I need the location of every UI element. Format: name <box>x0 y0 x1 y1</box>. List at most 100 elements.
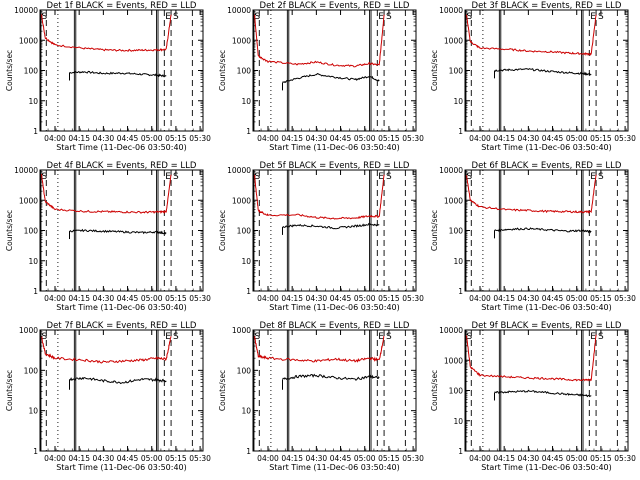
x-tick-label: 04:15 <box>493 454 515 463</box>
y-axis-title: Counts/sec <box>5 50 14 91</box>
x-tick-label: 04:45 <box>542 294 564 303</box>
region-label-start: S <box>466 12 472 22</box>
series-events-line <box>282 222 380 230</box>
x-tick-label: 05:30 <box>614 454 636 463</box>
x-tick-label: 04:00 <box>257 454 279 463</box>
x-tick-label: 04:45 <box>117 294 139 303</box>
panel-det-2: Det 2f BLACK = Events, RED = LLD 1 10 100 10… <box>218 1 424 152</box>
y-tick-label: 10000 <box>439 6 463 15</box>
x-tick-label: 05:30 <box>402 134 424 143</box>
x-tick-label: 04:45 <box>330 294 352 303</box>
y-axis-title: Counts/sec <box>430 370 439 411</box>
panel-det-5: Det 5f BLACK = Events, RED = LLD 1 10 100 10… <box>218 161 424 312</box>
region-label-end: E <box>165 172 171 182</box>
y-tick-label: 1 <box>458 127 463 136</box>
x-tick-label: 05:15 <box>165 134 187 143</box>
panel-det-7: Det 7f BLACK = Events, RED = LLD 1 10 100 10… <box>5 321 211 472</box>
x-axis-title: Start Time (11-Dec-06 03:50:40) <box>56 143 187 152</box>
region-label-start: S <box>386 172 392 182</box>
x-tick-label: 05:30 <box>614 294 636 303</box>
x-tick-label: 05:30 <box>402 294 424 303</box>
y-tick-label: 1000 <box>232 196 251 205</box>
x-tick-label: 05:00 <box>141 134 163 143</box>
x-tick-label: 04:00 <box>469 454 491 463</box>
x-tick-label: 05:30 <box>614 134 636 143</box>
region-label-start: S <box>173 332 179 342</box>
panel-det-6: Det 6f BLACK = Events, RED = LLD 1 10 100 10… <box>430 161 636 312</box>
panel-title: Det 3f BLACK = Events, RED = LLD <box>472 1 622 11</box>
y-tick-label: 1 <box>246 127 251 136</box>
y-axis-title: Counts/sec <box>5 370 14 411</box>
x-tick-label: 04:15 <box>281 294 303 303</box>
region-label-start: S <box>386 332 392 342</box>
x-tick-label: 05:00 <box>354 134 376 143</box>
x-tick-label: 05:00 <box>141 294 163 303</box>
y-tick-label: 1 <box>33 127 38 136</box>
region-label-start: S <box>254 172 260 182</box>
y-tick-label: 1 <box>458 447 463 456</box>
series-events-line <box>69 376 167 385</box>
panel-det-3: Det 3f BLACK = Events, RED = LLD 1 10 100 10… <box>430 1 636 152</box>
y-tick-label: 1000 <box>19 36 38 45</box>
y-tick-label: 10000 <box>227 6 251 15</box>
series-events-line <box>282 73 380 84</box>
series-lld-line <box>254 14 385 68</box>
region-label-start: S <box>466 332 472 342</box>
x-axis-title: Start Time (11-Dec-06 03:50:40) <box>481 303 612 312</box>
y-tick-label: 10 <box>28 97 38 106</box>
x-axis-title: Start Time (11-Dec-06 03:50:40) <box>481 143 612 152</box>
region-label-start: S <box>173 172 179 182</box>
y-tick-label: 10 <box>453 417 463 426</box>
x-tick-label: 05:00 <box>354 454 376 463</box>
x-tick-label: 04:00 <box>469 294 491 303</box>
y-tick-label: 1000 <box>444 196 463 205</box>
x-tick-label: 04:00 <box>44 454 66 463</box>
y-tick-label: 1 <box>33 447 38 456</box>
region-label-start: S <box>386 12 392 22</box>
region-label-start: S <box>41 172 47 182</box>
y-axis-title: Counts/sec <box>218 210 227 251</box>
x-axis-title: Start Time (11-Dec-06 03:50:40) <box>56 303 187 312</box>
plot-frame <box>464 329 629 452</box>
series-lld-line <box>41 174 172 214</box>
x-tick-label: 05:00 <box>566 294 588 303</box>
y-axis-title: Counts/sec <box>5 210 14 251</box>
x-tick-label: 04:15 <box>493 294 515 303</box>
y-tick-label: 1000 <box>444 36 463 45</box>
panel-title: Det 2f BLACK = Events, RED = LLD <box>260 1 410 11</box>
x-tick-label: 05:00 <box>566 454 588 463</box>
region-label-start: S <box>598 172 604 182</box>
x-tick-label: 04:30 <box>518 294 540 303</box>
y-tick-label: 1 <box>33 287 38 296</box>
series-events-line <box>282 373 380 381</box>
y-tick-label: 1000 <box>444 356 463 365</box>
panel-det-1: Det 1f BLACK = Events, RED = LLD 1 10 100 10… <box>5 1 211 152</box>
plot-frame <box>252 329 417 452</box>
region-label-end: E <box>165 12 171 22</box>
region-label-start: S <box>598 12 604 22</box>
plot-frame <box>252 9 417 132</box>
x-tick-label: 04:30 <box>518 134 540 143</box>
region-label-start: S <box>41 332 47 342</box>
y-tick-label: 100 <box>24 67 39 76</box>
region-label-start: S <box>41 12 47 22</box>
x-tick-label: 04:30 <box>306 454 328 463</box>
x-tick-label: 05:15 <box>165 294 187 303</box>
y-axis-title: Counts/sec <box>430 210 439 251</box>
panel-title: Det 4f BLACK = Events, RED = LLD <box>47 161 197 171</box>
series-events-line <box>494 68 592 76</box>
series-lld-line <box>254 174 385 220</box>
region-label-start: S <box>598 332 604 342</box>
series-lld-line <box>466 334 597 382</box>
y-tick-label: 1000 <box>232 36 251 45</box>
x-tick-label: 05:15 <box>378 294 400 303</box>
panel-title: Det 7f BLACK = Events, RED = LLD <box>47 321 197 331</box>
region-label-end: E <box>165 332 171 342</box>
panel-title: Det 1f BLACK = Events, RED = LLD <box>47 1 197 11</box>
region-label-start: S <box>466 172 472 182</box>
panel-det-4: Det 4f BLACK = Events, RED = LLD 1 10 100 10… <box>5 161 211 312</box>
x-tick-label: 04:30 <box>93 134 115 143</box>
region-label-end: E <box>378 172 384 182</box>
plot-frame <box>39 9 204 132</box>
region-label-start: S <box>254 12 260 22</box>
